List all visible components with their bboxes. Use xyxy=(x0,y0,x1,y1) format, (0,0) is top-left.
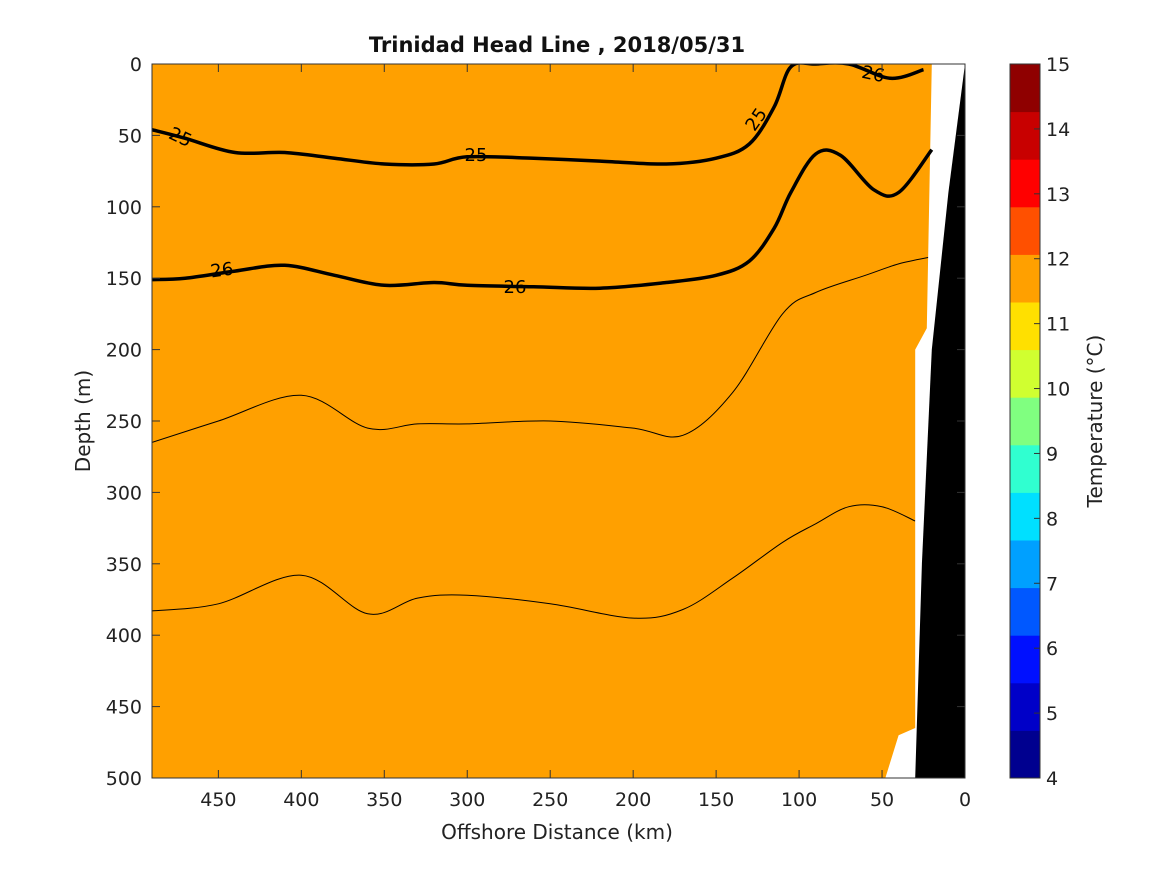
contour-label: 26 xyxy=(209,259,235,283)
x-tick-label: 100 xyxy=(781,789,817,811)
colorbar-swatch xyxy=(1010,682,1040,731)
thin-contour-line xyxy=(152,504,916,619)
colorbar-tick-label: 6 xyxy=(1046,638,1058,660)
y-tick-label: 300 xyxy=(106,482,142,504)
x-tick-label: 0 xyxy=(959,789,971,811)
colorbar-label: Temperature (°C) xyxy=(1083,335,1107,509)
thin-contour-line xyxy=(152,256,932,443)
y-tick-label: 250 xyxy=(106,411,142,433)
thin-contour-lines xyxy=(152,256,932,619)
colorbar-tick-label: 13 xyxy=(1046,184,1070,206)
colorbar-tick-label: 11 xyxy=(1046,314,1070,336)
colorbar-tick-label: 4 xyxy=(1046,768,1058,790)
colorbar-tick-label: 15 xyxy=(1046,54,1070,76)
colorbar-swatch xyxy=(1010,635,1040,684)
x-tick-label: 400 xyxy=(283,789,319,811)
colorbar-tick-label: 10 xyxy=(1046,379,1070,401)
seafloor xyxy=(915,64,965,778)
colorbar-swatch xyxy=(1010,730,1040,779)
y-tick-label: 350 xyxy=(106,554,142,576)
colorbar-swatch xyxy=(1010,540,1040,589)
temperature-field xyxy=(152,64,965,778)
y-tick-label: 200 xyxy=(106,340,142,362)
contour-label: 26 xyxy=(504,277,527,298)
colorbar-frame xyxy=(1009,63,1041,779)
colorbar-tick-label: 5 xyxy=(1046,703,1058,725)
x-tick-label: 50 xyxy=(870,789,894,811)
y-tick-label: 0 xyxy=(130,54,142,76)
colorbar-swatch xyxy=(1010,444,1040,493)
colorbar-swatch xyxy=(1010,492,1040,541)
x-axis-label: Offshore Distance (km) xyxy=(441,820,673,844)
colorbar-swatch xyxy=(1010,349,1040,398)
colorbar-tick-label: 7 xyxy=(1046,573,1058,595)
colorbar xyxy=(1010,64,1040,779)
colorbar-tick-label: 9 xyxy=(1046,443,1058,465)
x-tick-label: 450 xyxy=(200,789,236,811)
colorbar-swatch xyxy=(1010,159,1040,208)
chart-title: Trinidad Head Line , 2018/05/31 xyxy=(369,33,745,57)
colorbar-swatch xyxy=(1010,302,1040,351)
colorbar-swatch xyxy=(1010,111,1040,160)
x-tick-label: 150 xyxy=(698,789,734,811)
colorbar-tick-label: 14 xyxy=(1046,119,1070,141)
bathymetry-layer xyxy=(885,64,965,778)
x-tick-label: 300 xyxy=(449,789,485,811)
y-tick-label: 500 xyxy=(106,768,142,790)
colorbar-swatch xyxy=(1010,397,1040,446)
colorbar-swatch xyxy=(1010,64,1040,113)
x-axis-ticks: 450 400 350 300 250 200 150 100 50 0 xyxy=(200,64,971,811)
x-tick-label: 250 xyxy=(532,789,568,811)
colorbar-tick-label: 8 xyxy=(1046,508,1058,530)
y-tick-label: 150 xyxy=(106,268,142,290)
colorbar-swatch xyxy=(1010,206,1040,255)
colorbar-swatch xyxy=(1010,254,1040,303)
y-tick-label: 50 xyxy=(118,125,142,147)
y-tick-label: 100 xyxy=(106,197,142,219)
y-tick-label: 450 xyxy=(106,697,142,719)
x-tick-label: 350 xyxy=(366,789,402,811)
density-contour-26 xyxy=(152,148,934,291)
temp-band-14 xyxy=(152,64,965,778)
colorbar-ticks: 4 5 6 7 8 9 10 11 12 13 14 15 xyxy=(1034,54,1070,790)
y-tick-label: 400 xyxy=(106,625,142,647)
x-tick-label: 200 xyxy=(615,789,651,811)
y-axis-ticks: 0 50 100 150 200 250 300 350 400 450 500 xyxy=(106,54,965,790)
contour-label: 25 xyxy=(465,145,488,166)
colorbar-tick-label: 12 xyxy=(1046,249,1070,271)
y-axis-label: Depth (m) xyxy=(71,370,95,472)
colorbar-swatch xyxy=(1010,587,1040,636)
